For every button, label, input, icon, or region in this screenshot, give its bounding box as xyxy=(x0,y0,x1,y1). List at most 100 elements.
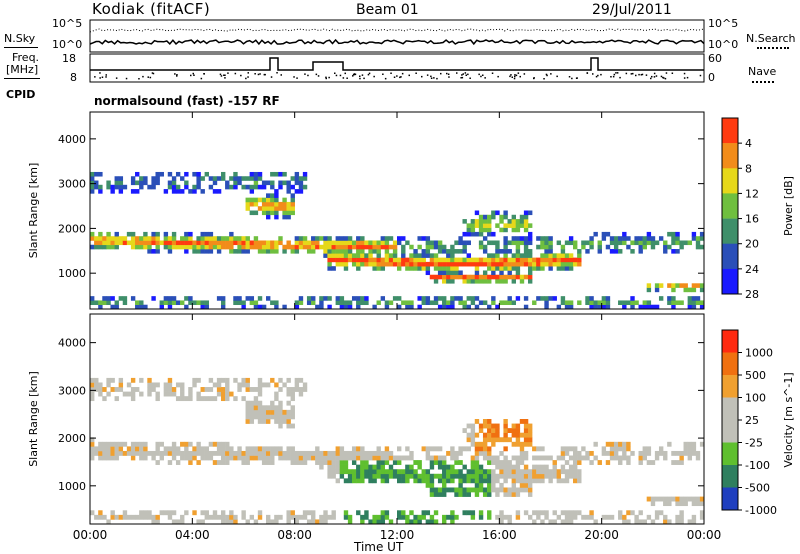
heatmap-cell xyxy=(544,514,549,520)
heatmap-cell xyxy=(302,240,308,246)
heatmap-cell xyxy=(433,274,439,280)
heatmap-cell xyxy=(212,396,218,402)
heatmap-cell xyxy=(368,464,373,470)
heatmap-cell xyxy=(372,257,377,263)
heatmap-cell xyxy=(380,473,386,479)
nave-point xyxy=(115,77,118,79)
heatmap-cell xyxy=(282,180,287,186)
heatmap-cell xyxy=(94,184,99,190)
heatmap-cell xyxy=(351,240,357,246)
heatmap-cell xyxy=(196,244,201,250)
heatmap-cell xyxy=(519,274,525,280)
heatmap-cell xyxy=(274,382,279,388)
heatmap-cell xyxy=(548,519,553,525)
heatmap-cell xyxy=(249,419,255,424)
heatmap-cell xyxy=(507,296,512,301)
heatmap-cell xyxy=(360,455,365,461)
heatmap-cell xyxy=(135,441,140,447)
heatmap-cell xyxy=(196,184,201,190)
heatmap-cell xyxy=(450,519,455,525)
nave-point xyxy=(615,72,617,74)
heatmap-cell xyxy=(180,455,185,461)
heatmap-cell xyxy=(200,387,205,392)
heatmap-cell xyxy=(593,231,598,237)
heatmap-cell xyxy=(597,244,602,250)
heatmap-cell xyxy=(609,455,615,461)
heatmap-cell xyxy=(487,450,492,456)
heatmap-cell xyxy=(130,455,136,461)
heatmap-cell xyxy=(163,450,169,456)
heatmap-cell xyxy=(171,519,177,525)
heatmap-cell xyxy=(675,231,680,237)
x-tick-label: 12:00 xyxy=(380,528,415,542)
nave-point xyxy=(125,77,128,80)
heatmap-cell xyxy=(536,236,541,241)
heatmap-cell xyxy=(499,473,504,479)
heatmap-cell xyxy=(478,469,484,475)
heatmap-cell xyxy=(188,240,193,246)
nave-point xyxy=(586,72,589,74)
heatmap-cell xyxy=(229,514,234,520)
heatmap-cell xyxy=(155,382,160,388)
heatmap-cell xyxy=(482,223,488,228)
heatmap-cell xyxy=(618,236,623,241)
heatmap-cell xyxy=(290,455,295,461)
heatmap-cell xyxy=(495,487,500,493)
heatmap-cell xyxy=(646,283,652,288)
heatmap-cell xyxy=(573,450,578,456)
heatmap-cell xyxy=(626,519,631,525)
heatmap-cell xyxy=(478,441,484,447)
beam-title: Beam 01 xyxy=(356,2,419,18)
heatmap-cell xyxy=(482,300,488,306)
heatmap-cell xyxy=(208,184,214,190)
heatmap-cell xyxy=(495,514,500,520)
heatmap-cell xyxy=(527,261,533,267)
heatmap-cell xyxy=(699,514,705,520)
heatmap-cell xyxy=(573,464,578,470)
heatmap-cell xyxy=(339,253,345,258)
heatmap-cell xyxy=(454,469,459,475)
heatmap-cell xyxy=(130,387,136,392)
heatmap-cell xyxy=(466,253,471,258)
heatmap-cell xyxy=(446,279,451,284)
heatmap-cell xyxy=(257,514,263,520)
heatmap-cell xyxy=(622,231,627,237)
heatmap-cell xyxy=(147,377,152,383)
heatmap-cell xyxy=(671,240,676,246)
heatmap-cell xyxy=(278,184,283,190)
heatmap-cell xyxy=(184,450,189,456)
heatmap-cell xyxy=(331,510,336,516)
heatmap-cell xyxy=(266,514,271,520)
heatmap-cell xyxy=(581,240,586,246)
nave-point xyxy=(568,76,571,78)
heatmap-cell xyxy=(695,296,701,301)
heatmap-cell xyxy=(601,231,607,237)
heatmap-cell xyxy=(487,231,492,237)
nave-point xyxy=(224,74,226,76)
heatmap-cell xyxy=(98,304,103,310)
heatmap-cell xyxy=(196,519,201,525)
heatmap-cell xyxy=(466,423,471,429)
heatmap-cell xyxy=(261,201,267,207)
heatmap-cell xyxy=(143,304,148,310)
heatmap-cell xyxy=(491,261,496,267)
heatmap-cell xyxy=(220,236,226,241)
heatmap-cell xyxy=(470,487,476,493)
heatmap-cell xyxy=(102,396,107,402)
nave-point xyxy=(497,75,499,78)
heatmap-cell xyxy=(319,460,324,465)
heatmap-cell xyxy=(102,244,107,250)
nave-point xyxy=(400,76,402,78)
heatmap-cell xyxy=(466,257,471,263)
heatmap-cell xyxy=(523,249,529,254)
heatmap-cell xyxy=(634,236,639,241)
heatmap-cell xyxy=(347,253,353,258)
nave-point xyxy=(464,72,467,74)
heatmap-cell xyxy=(482,450,488,456)
heatmap-cell xyxy=(339,473,345,479)
heatmap-cell xyxy=(249,300,255,306)
heatmap-cell xyxy=(286,510,291,516)
heatmap-cell xyxy=(294,300,300,306)
nave-point xyxy=(543,78,545,80)
heatmap-cell xyxy=(114,514,119,520)
